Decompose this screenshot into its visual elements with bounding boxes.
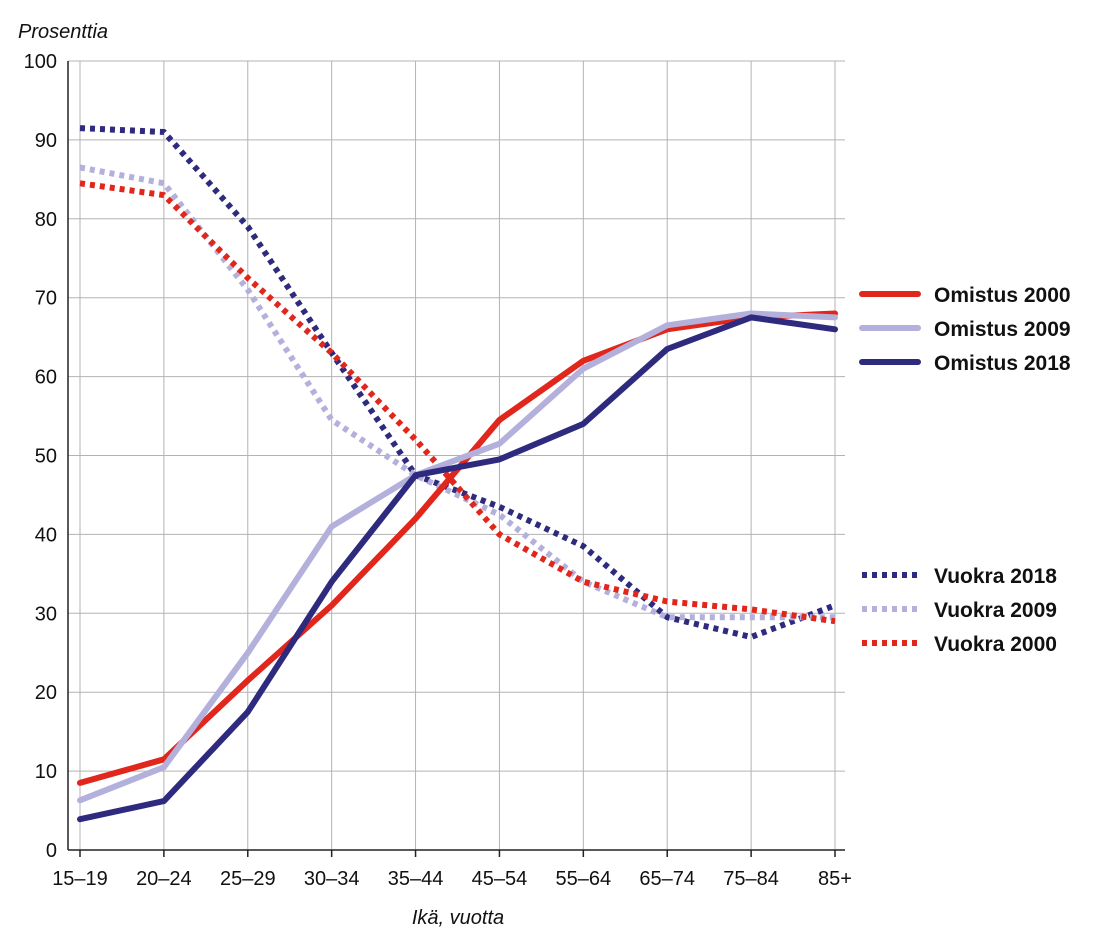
x-tick-label: 55–64 xyxy=(556,868,612,890)
y-tick-label: 30 xyxy=(35,603,57,625)
legend-label-vuokra-2009: Vuokra 2009 xyxy=(934,599,1057,622)
y-tick-label: 0 xyxy=(46,840,57,862)
series-line-vuokra-2018 xyxy=(79,125,837,640)
y-tick-label: 50 xyxy=(35,446,57,468)
grid-lines xyxy=(68,60,845,850)
x-tick-label: 20–24 xyxy=(136,868,192,890)
x-tick-labels: 15–19 20–24 25–29 30–34 35–44 45–54 55–64 65–74… xyxy=(52,868,852,890)
x-tick-label: 25–29 xyxy=(220,868,276,890)
series-line-omistus-2009 xyxy=(77,310,838,804)
y-tick-label: 100 xyxy=(24,51,57,73)
y-tick-label: 80 xyxy=(35,209,57,231)
legend: Omistus 2000 Omistus 2009 Omistus 2018 Vuok… xyxy=(859,284,1071,656)
y-tick-label: 40 xyxy=(35,524,57,546)
x-axis-title: Ikä, vuotta xyxy=(412,907,504,929)
series-line-vuokra-2000 xyxy=(79,180,836,625)
x-tick-label: 85+ xyxy=(818,868,852,890)
legend-label-vuokra-2000: Vuokra 2000 xyxy=(934,633,1057,656)
y-tick-labels: 0 10 20 30 40 50 60 70 80 90 100 xyxy=(24,51,57,862)
series-line-omistus-2000 xyxy=(77,310,838,786)
x-tick-label: 65–74 xyxy=(639,868,695,890)
legend-label-omistus-2000: Omistus 2000 xyxy=(934,284,1071,307)
series-line-vuokra-2009 xyxy=(79,164,835,621)
y-tick-label: 20 xyxy=(35,682,57,704)
y-tick-label: 90 xyxy=(35,130,57,152)
axes xyxy=(67,61,845,857)
x-tick-label: 30–34 xyxy=(304,868,360,890)
x-tick-label: 75–84 xyxy=(723,868,779,890)
x-tick-label: 15–19 xyxy=(52,868,108,890)
series-line-omistus-2018 xyxy=(77,314,838,823)
legend-label-vuokra-2018: Vuokra 2018 xyxy=(934,565,1057,588)
x-tick-label: 45–54 xyxy=(472,868,528,890)
y-tick-label: 60 xyxy=(35,367,57,389)
legend-label-omistus-2018: Omistus 2018 xyxy=(934,352,1071,375)
x-tick-label: 35–44 xyxy=(388,868,444,890)
legend-label-omistus-2009: Omistus 2009 xyxy=(934,318,1071,341)
y-axis-title: Prosenttia xyxy=(18,21,108,43)
y-tick-label: 70 xyxy=(35,288,57,310)
series-lines xyxy=(77,125,838,823)
y-tick-label: 10 xyxy=(35,761,57,783)
